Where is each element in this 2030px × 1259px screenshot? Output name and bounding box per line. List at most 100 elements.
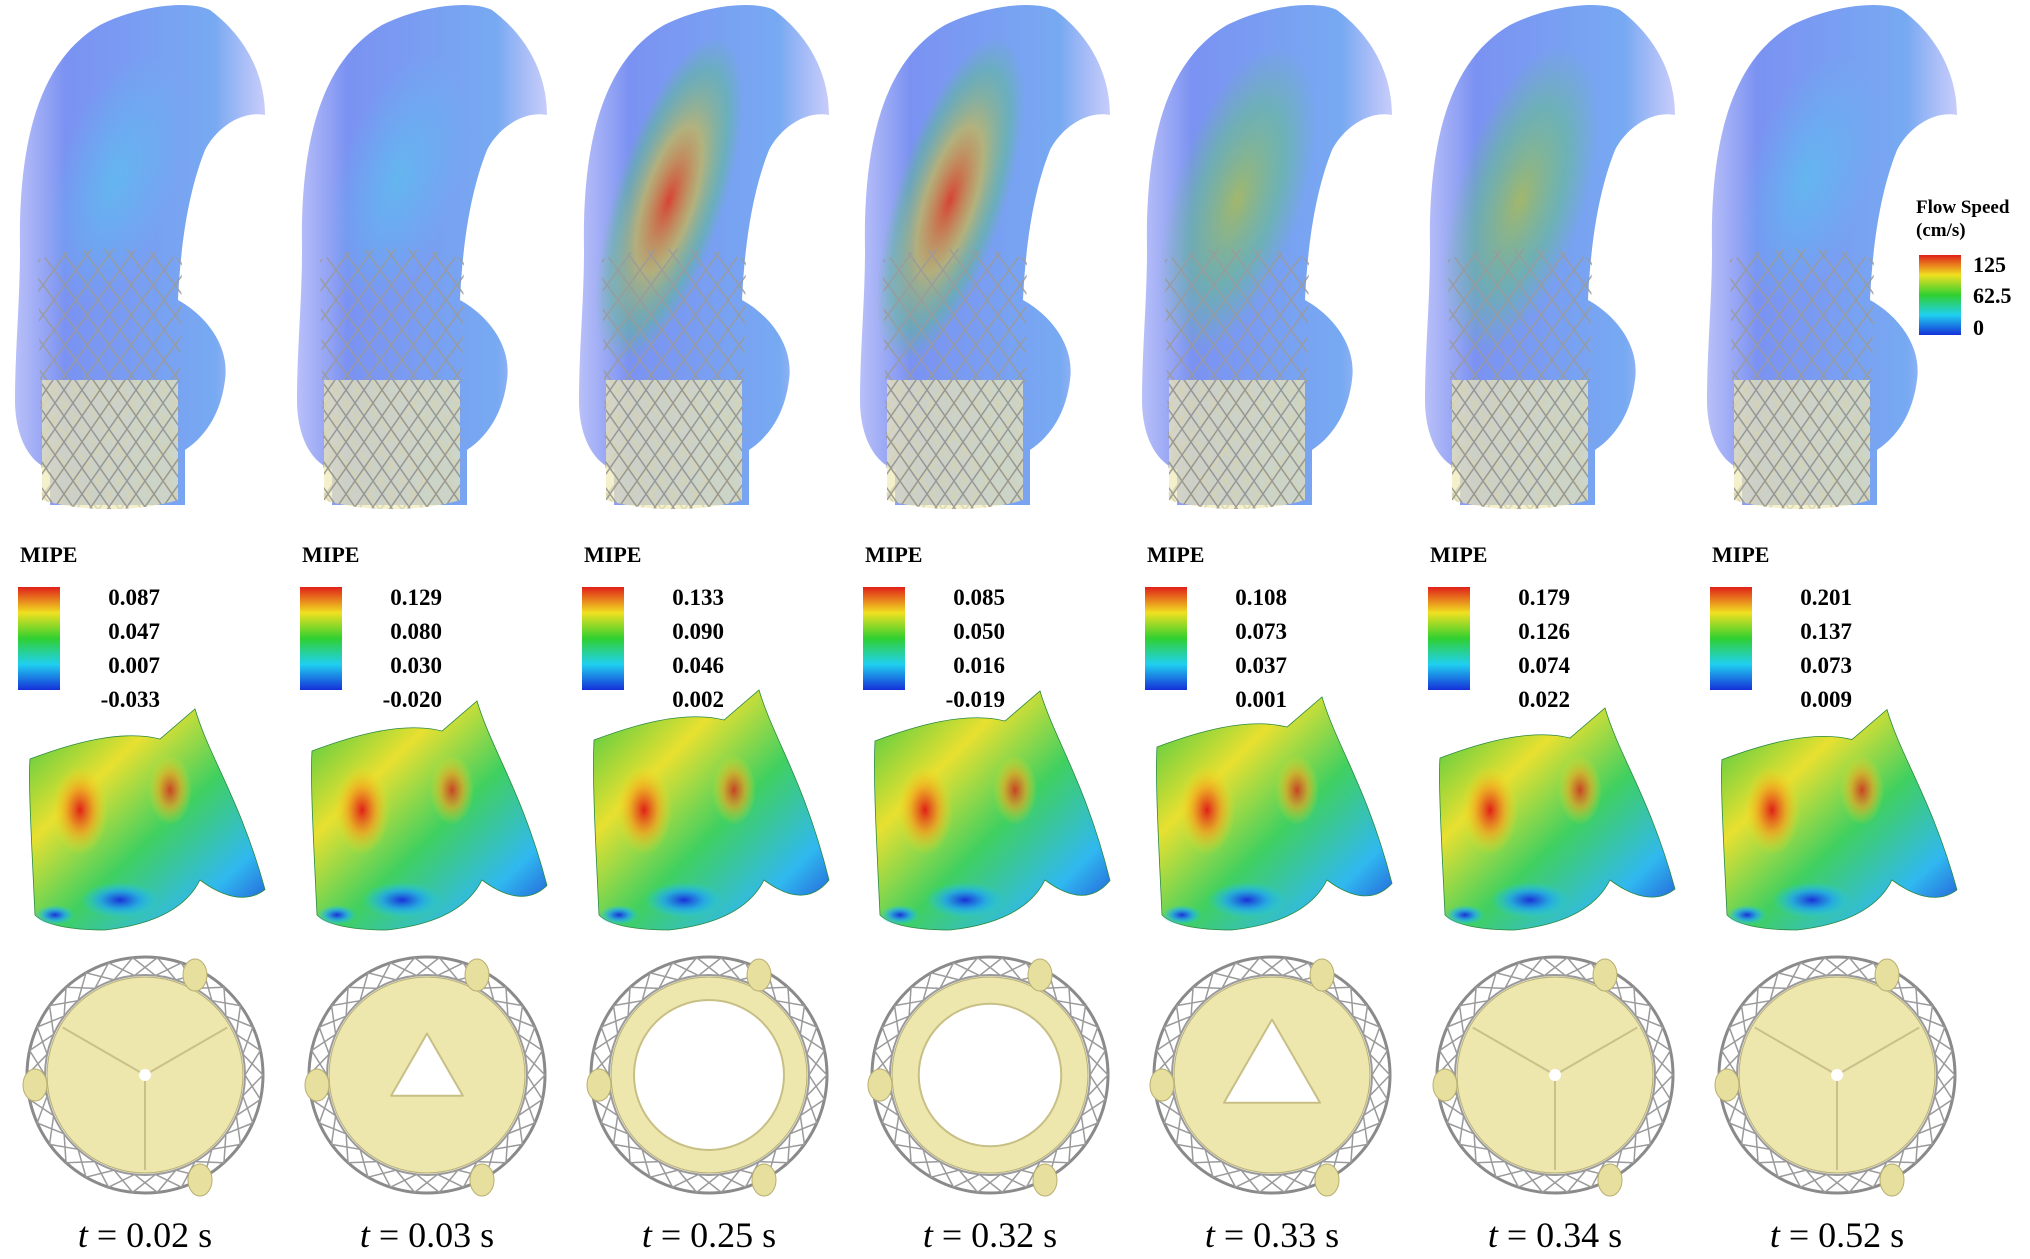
mipe-label: MIPE (302, 542, 359, 567)
stent-strut (1621, 999, 1651, 1007)
leaflet-mipe-surface (29, 708, 266, 931)
stent-strut (29, 1033, 55, 1052)
stent-strut (1544, 957, 1568, 977)
stent-strut (1163, 1122, 1192, 1135)
time-value: = 0.52 s (1780, 1215, 1904, 1255)
stent-strut (1740, 1005, 1747, 1035)
stent-strut (1362, 1005, 1369, 1035)
stent-strut (1070, 1015, 1099, 1028)
stent-strut (225, 1122, 254, 1135)
valve-top-view (22, 955, 265, 1197)
commissure (182, 958, 208, 992)
stent-strut (1193, 1160, 1223, 1164)
stent-strut (134, 1173, 158, 1193)
stent-strut (526, 1074, 544, 1100)
stent-strut (1369, 1074, 1391, 1097)
stent-strut (658, 1161, 674, 1188)
stent-strut (1338, 1143, 1368, 1151)
coaptation-line (1836, 1026, 1920, 1076)
stent-strut (476, 1160, 506, 1164)
stent-strut (1000, 962, 1027, 977)
stent-strut (758, 1160, 788, 1164)
aorta-flow-render (860, 5, 1110, 509)
stent-strut (775, 999, 805, 1007)
commissure (1027, 958, 1053, 992)
valve-orifice (1831, 1069, 1843, 1081)
mipe-legend: MIPE 0.108 0.073 0.037 0.001 (1145, 542, 1287, 712)
stent-strut (1039, 1160, 1069, 1164)
mipe-tick: -0.019 (946, 687, 1005, 712)
stent-strut (1087, 1074, 1109, 1097)
flow-tick-max: 125 (1973, 252, 2006, 277)
stent-strut (672, 1173, 699, 1188)
mipe-tick: 0.030 (390, 653, 442, 678)
stent-strut (85, 1169, 115, 1178)
leaflet-surface (29, 708, 266, 931)
stent-strut (787, 1133, 791, 1163)
stress-coldspot (80, 882, 160, 918)
mipe-tick: 0.002 (672, 687, 724, 712)
stent-strut (1487, 972, 1497, 1001)
stent-strut (77, 1149, 87, 1178)
stent-strut (1824, 957, 1848, 977)
commissure (1149, 1068, 1175, 1102)
stent-strut (979, 1173, 1003, 1193)
stent-strut (1283, 1169, 1304, 1193)
stent-strut (1000, 1173, 1027, 1188)
stent-strut (395, 1169, 416, 1193)
stent-strut (1362, 1033, 1388, 1052)
stent-strut (155, 1173, 182, 1188)
stent-strut (63, 1133, 67, 1163)
panels: MIPE 0.087 0.047 0.007 -0.033 t = 0.02 s MIPE 0… (15, 5, 1958, 1255)
stent-strut (49, 999, 79, 1007)
stent-strut (1221, 962, 1237, 989)
stent-strut (1728, 1015, 1757, 1028)
stent-strut (348, 1160, 378, 1164)
stent-strut (1848, 957, 1869, 981)
stent-strut (1459, 1143, 1489, 1151)
stent-strut (1566, 957, 1587, 981)
stress-hotspot (897, 765, 953, 855)
stent-strut (1352, 1122, 1381, 1135)
stent-strut (1755, 1133, 1759, 1163)
stent-strut (1755, 987, 1759, 1017)
stress-hotspot (334, 765, 390, 855)
stent-strut (235, 1005, 242, 1035)
stent-skirt-mesh (42, 380, 178, 509)
stent-strut (1362, 1115, 1369, 1145)
stent-strut (1654, 1050, 1672, 1076)
valve-orifice (633, 999, 785, 1151)
stent-strut (593, 1098, 619, 1117)
stent-strut (1565, 1173, 1592, 1188)
stent-strut (235, 1098, 261, 1117)
stent-strut (1350, 987, 1354, 1017)
stent-strut (318, 1095, 330, 1124)
stent-strut (799, 1098, 825, 1117)
stent-strut (698, 957, 722, 977)
mipe-label: MIPE (20, 542, 77, 567)
stent-strut (658, 962, 674, 989)
mipe-tick: 0.037 (1235, 653, 1287, 678)
stent-strut (1936, 1050, 1954, 1076)
time-value: = 0.25 s (652, 1215, 776, 1255)
mipe-tick: 0.073 (1235, 619, 1287, 644)
stent-strut (1080, 1115, 1087, 1145)
time-variable: t (78, 1215, 89, 1255)
stent-strut (331, 1143, 361, 1151)
stent-strut (1338, 999, 1368, 1007)
stent-strut (48, 1115, 55, 1145)
stent-strut (438, 957, 459, 981)
stent-skirt-mesh (1169, 380, 1305, 509)
stent-strut (1190, 987, 1194, 1017)
stent-strut (874, 1033, 900, 1052)
stent-strut (524, 1053, 546, 1076)
stent-strut (719, 962, 746, 977)
mipe-tick: 0.022 (1518, 687, 1570, 712)
stent-strut (1369, 1053, 1391, 1076)
stent-strut (390, 1173, 417, 1188)
stent-strut (1934, 1074, 1956, 1097)
commissure (304, 1068, 330, 1102)
stent-strut (1446, 1026, 1458, 1055)
stent-strut (1175, 1115, 1182, 1145)
